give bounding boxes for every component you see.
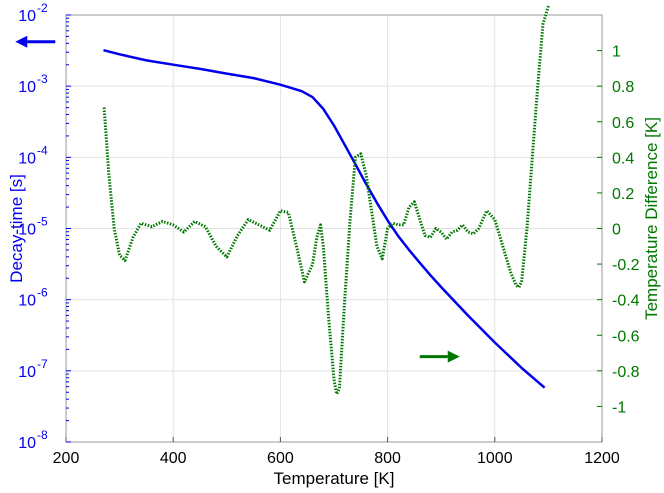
x-axis-label: Temperature [K] bbox=[274, 469, 395, 488]
y-left-tick-exponent: -4 bbox=[37, 143, 48, 157]
x-tick-label: 1200 bbox=[584, 450, 620, 467]
x-tick-label: 600 bbox=[267, 450, 294, 467]
y-left-tick-label: 10 bbox=[18, 150, 36, 167]
arrow-right-icon bbox=[419, 350, 460, 363]
x-tick-label: 1000 bbox=[477, 450, 513, 467]
y-left-tick-label: 10 bbox=[18, 364, 36, 381]
y-left-tick-label: 10 bbox=[18, 222, 36, 239]
y-left-tick-exponent: -3 bbox=[37, 72, 48, 86]
y-left-axis-ticks: 10-810-710-610-510-410-310-2 bbox=[18, 1, 71, 452]
x-tick-label: 400 bbox=[160, 450, 187, 467]
y-left-tick-exponent: -5 bbox=[37, 215, 48, 229]
y-left-tick-exponent: -6 bbox=[37, 286, 48, 300]
y-right-tick-label: 1 bbox=[612, 44, 621, 61]
y-right-tick-label: -1 bbox=[612, 399, 626, 416]
y-right-axis-label: Temperature Difference [K] bbox=[642, 117, 661, 320]
y-right-tick-label: -0.8 bbox=[612, 364, 640, 381]
y-right-tick-label: 0.8 bbox=[612, 79, 634, 96]
y-left-tick-label: 10 bbox=[18, 79, 36, 96]
y-right-tick-label: 0.4 bbox=[612, 150, 634, 167]
y-right-tick-label: 0.2 bbox=[612, 186, 634, 203]
y-left-tick-exponent: -2 bbox=[37, 1, 48, 15]
y-right-tick-label: -0.4 bbox=[612, 293, 640, 310]
series-layer bbox=[102, 5, 550, 396]
y-right-tick-label: 0.6 bbox=[612, 115, 634, 132]
y-left-tick-label: 10 bbox=[18, 435, 36, 452]
y-left-tick-exponent: -7 bbox=[37, 357, 48, 371]
y-left-tick-label: 10 bbox=[18, 293, 36, 310]
y-left-axis-label: Decay-time [s] bbox=[7, 174, 26, 283]
x-axis-ticks: 200 400 600 800 1000 1200 bbox=[53, 437, 620, 467]
y-right-tick-label: -0.2 bbox=[612, 257, 640, 274]
annotation-layer bbox=[15, 35, 460, 363]
y-right-axis-ticks: -1 -0.8 -0.6 -0.4 -0.2 0 0.2 0.4 0.6 0.8 1 bbox=[597, 44, 640, 416]
y-right-tick-label: -0.6 bbox=[612, 328, 640, 345]
y-right-tick-label: 0 bbox=[612, 222, 621, 239]
y-left-tick-exponent: -8 bbox=[37, 428, 48, 442]
x-tick-label: 200 bbox=[53, 450, 80, 467]
x-tick-label: 800 bbox=[374, 450, 401, 467]
arrow-left-icon bbox=[15, 35, 56, 48]
decay-time-line bbox=[103, 48, 546, 389]
y-left-tick-label: 10 bbox=[18, 8, 36, 25]
